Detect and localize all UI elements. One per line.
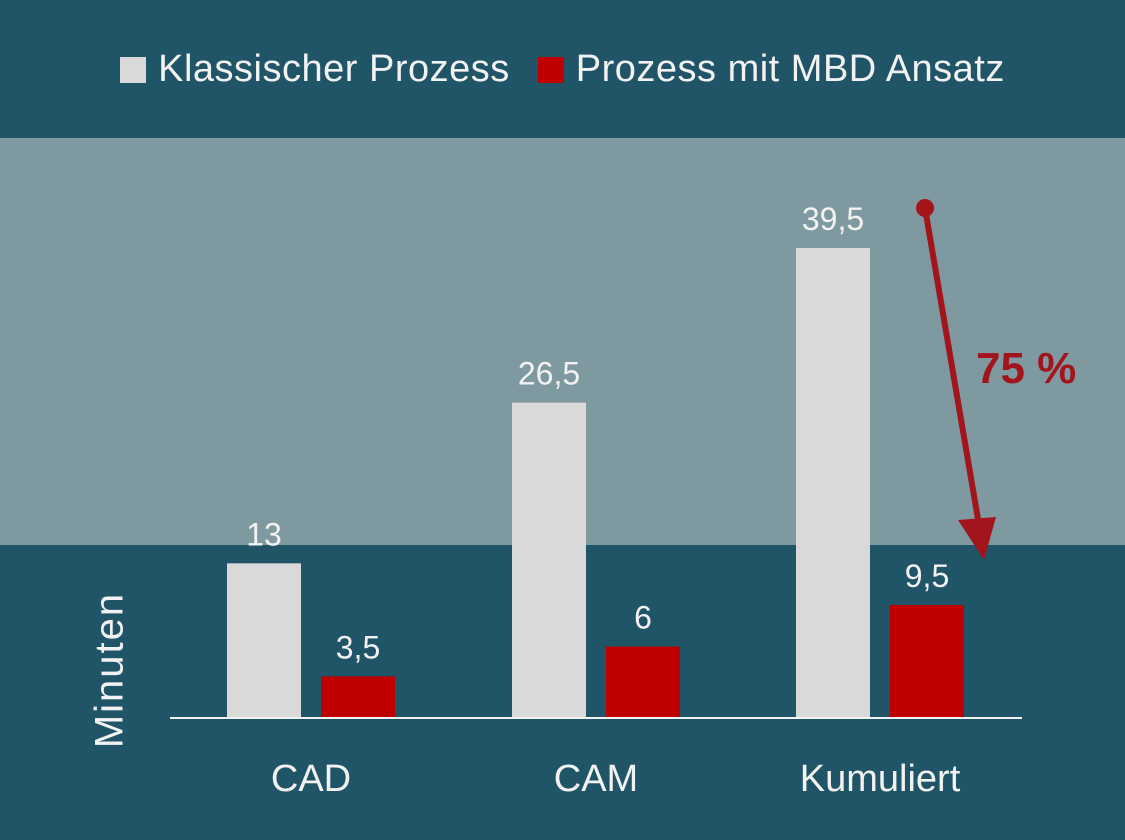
bar-classic-cad [227,563,301,718]
value-label-classic-kumuliert: 39,5 [802,201,864,237]
legend: Klassischer Prozess Prozess mit MBD Ansa… [0,48,1125,91]
bar-mbd-cad [321,676,395,718]
bar-mbd-cam [606,646,680,718]
value-label-classic-cad: 13 [246,516,282,552]
value-labels-group: 13 26,5 39,5 3,5 6 9,5 [246,201,949,665]
bar-classic-kumuliert [796,248,870,718]
value-label-mbd-kumuliert: 9,5 [905,558,949,594]
reduction-annotation: 75 % [976,344,1077,393]
y-axis-label: Minuten [87,591,132,749]
legend-label-mbd: Prozess mit MBD Ansatz [575,48,1005,90]
legend-item-mbd: Prozess mit MBD Ansatz [537,48,1005,91]
legend-swatch-classic [120,56,147,83]
bars-group [227,248,964,718]
reduction-arrow [916,199,996,560]
bar-mbd-kumuliert [890,604,964,718]
value-label-mbd-cam: 6 [634,600,652,636]
arrow-shaft [922,207,982,526]
bar-classic-cam [512,402,586,718]
legend-label-classic: Klassischer Prozess [158,48,510,90]
legend-item-classic: Klassischer Prozess [120,48,510,91]
value-label-classic-cam: 26,5 [518,356,580,392]
value-label-mbd-cad: 3,5 [336,629,380,665]
x-tick-label-cam: CAM [553,758,639,800]
x-tick-label-kumuliert: Kumuliert [799,758,961,800]
arrow-head [958,517,996,560]
x-tick-label-cad: CAD [270,758,352,800]
legend-swatch-mbd [537,56,564,83]
